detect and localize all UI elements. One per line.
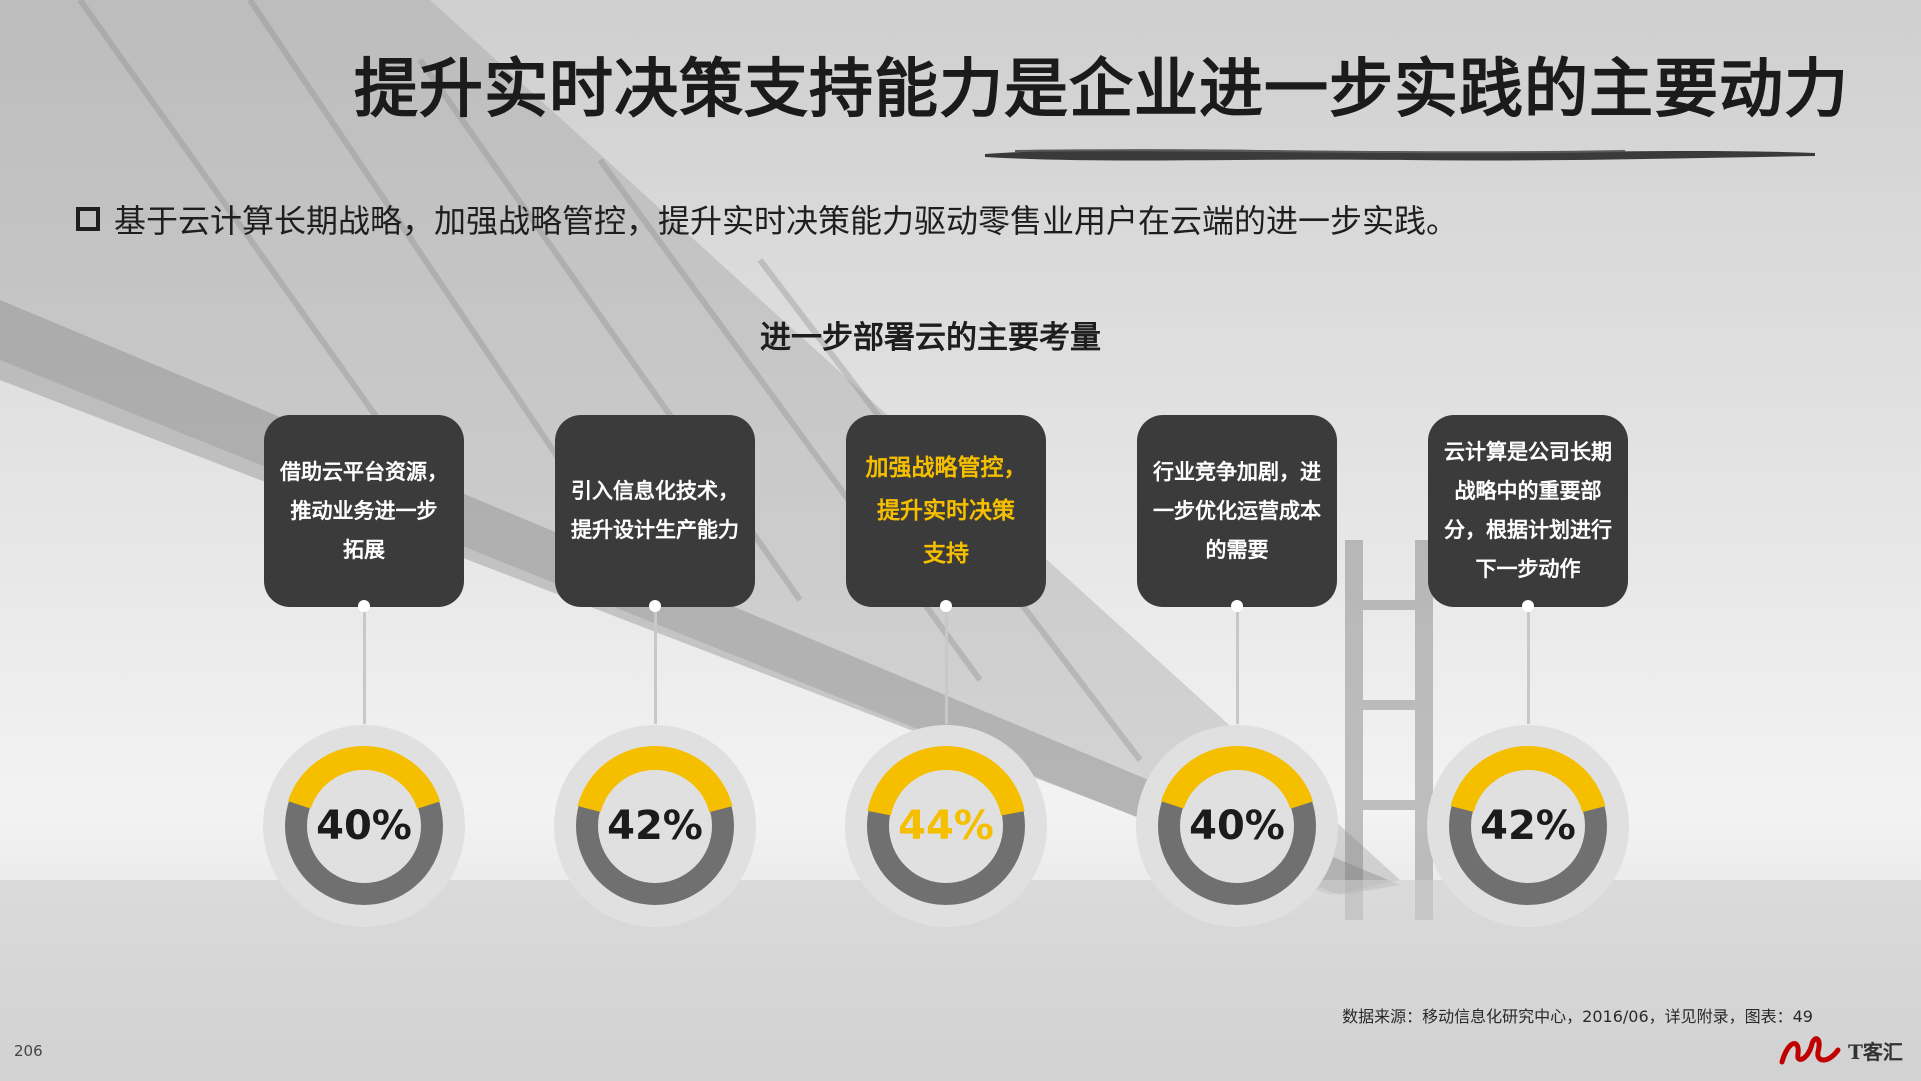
- chart-subtitle: 进一步部署云的主要考量: [760, 320, 1101, 356]
- consideration-box: 云计算是公司长期 战略中的重要部 分，根据计划进行 下一步动作: [1428, 415, 1628, 607]
- consideration-box: 加强战略管控， 提升实时决策 支持: [846, 415, 1046, 607]
- gauge-center: [308, 770, 420, 882]
- connector-dot: [1522, 600, 1534, 612]
- consideration-text-line: 引入信息化技术，: [571, 479, 739, 503]
- gauge-percent-label: 40%: [316, 803, 412, 849]
- gauge-percent-label: 44%: [898, 803, 994, 849]
- gauge-center: [1181, 770, 1293, 882]
- gauge-center: [890, 770, 1002, 882]
- connector-dot: [940, 600, 952, 612]
- connector-dot: [1231, 600, 1243, 612]
- page-number: 206: [14, 1042, 43, 1060]
- consideration-box: 引入信息化技术， 提升设计生产能力: [555, 415, 755, 607]
- connector-line: [945, 612, 948, 724]
- gauge-value-arc: [1157, 746, 1317, 906]
- consideration-box: 借助云平台资源， 推动业务进一步 拓展: [264, 415, 464, 607]
- gauge-value-arc: [1448, 746, 1608, 906]
- gauge-percent-label: 42%: [1480, 803, 1576, 849]
- brush-stroke-divider: [985, 149, 1815, 161]
- consideration-text-line: 加强战略管控，: [865, 454, 1027, 481]
- logo-icon: [1779, 1036, 1841, 1065]
- connector-line: [654, 612, 657, 724]
- gauge-chart: [845, 725, 1047, 927]
- page-title: 提升实时决策支持能力是企业进一步实践的主要动力: [354, 53, 1849, 127]
- gauge-center: [599, 770, 711, 882]
- connector-line: [363, 612, 366, 724]
- data-source: 数据来源：移动信息化研究中心，2016/06，详见附录，图表：49: [1342, 1007, 1813, 1026]
- gauge-chart: [1136, 725, 1338, 927]
- brand-logo: T客汇: [1778, 1030, 1903, 1070]
- connector-line: [1527, 612, 1530, 724]
- consideration-text-line: 云计算是公司长期: [1444, 440, 1612, 464]
- gauge-percent-label: 40%: [1189, 803, 1285, 849]
- gauge-chart: [1427, 725, 1629, 927]
- consideration-text-line: 提升实时决策: [877, 497, 1015, 524]
- logo-text: T客汇: [1848, 1039, 1903, 1064]
- consideration-text-line: 支持: [923, 540, 969, 567]
- consideration-text-line: 下一步动作: [1475, 557, 1581, 581]
- consideration-text-line: 提升设计生产能力: [571, 518, 739, 542]
- gauge-value-arc: [284, 746, 444, 906]
- consideration-text-line: 借助云平台资源，: [280, 459, 448, 484]
- consideration-text-line: 的需要: [1205, 537, 1269, 562]
- square-bullet-icon: [76, 207, 100, 231]
- consideration-text-line: 一步优化运营成本: [1153, 498, 1321, 523]
- consideration-text-line: 拓展: [343, 537, 385, 562]
- gauge-chart: [554, 725, 756, 927]
- consideration-box: 行业竞争加剧，进 一步优化运营成本 的需要: [1137, 415, 1337, 607]
- gauge-chart: [263, 725, 465, 927]
- consideration-text-line: 行业竞争加剧，进: [1153, 459, 1321, 484]
- consideration-text-line: 分，根据计划进行: [1444, 518, 1612, 542]
- gauge-value-arc: [575, 746, 735, 906]
- connector-dot: [649, 600, 661, 612]
- connector-line: [1236, 612, 1239, 724]
- connector-dot: [358, 600, 370, 612]
- consideration-text-line: 战略中的重要部: [1454, 479, 1602, 503]
- gauge-value-arc: [866, 746, 1026, 906]
- gauge-center: [1472, 770, 1584, 882]
- consideration-text-line: 推动业务进一步: [290, 498, 438, 523]
- bullet-text: 基于云计算长期战略，加强战略管控，提升实时决策能力驱动零售业用户在云端的进一步实…: [114, 202, 1459, 240]
- gauge-percent-label: 42%: [607, 803, 703, 849]
- bullet-point: 基于云计算长期战略，加强战略管控，提升实时决策能力驱动零售业用户在云端的进一步实…: [76, 196, 1458, 242]
